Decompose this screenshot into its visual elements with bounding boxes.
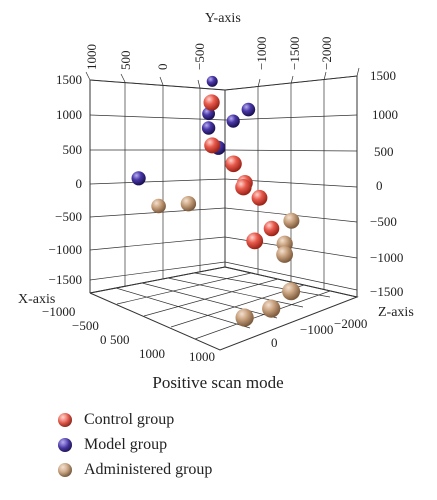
- svg-text:−500: −500: [55, 209, 82, 224]
- chart-caption: Positive scan mode: [152, 373, 283, 392]
- y-tick-label: 1000: [84, 44, 99, 70]
- z-axis-ticks: −1000 −2000: [300, 316, 367, 337]
- svg-text:−1500: −1500: [49, 272, 82, 287]
- floor-front-ticks: 1000 0: [189, 335, 278, 364]
- svg-text:1000: 1000: [372, 107, 398, 122]
- left-vertical-ticks: 1500 1000 500 0 −500 −1000 −1500: [49, 72, 82, 287]
- data-point-model-6: [131, 171, 146, 186]
- svg-text:1500: 1500: [370, 68, 396, 83]
- y-axis-title: Y-axis: [205, 11, 241, 26]
- z-axis-title: Z-axis: [378, 305, 414, 320]
- svg-text:1000: 1000: [139, 346, 165, 361]
- right-vertical-ticks: 1500 1000 500 0 −500 −1000 −1500: [370, 68, 403, 299]
- svg-text:0: 0: [76, 176, 83, 191]
- svg-text:−1500: −1500: [370, 284, 403, 299]
- model-group-swatch: [58, 437, 72, 452]
- legend-label: Administered group: [84, 460, 213, 478]
- svg-text:−1000: −1000: [370, 250, 403, 265]
- legend-label: Model group: [84, 435, 168, 453]
- svg-text:−2000: −2000: [334, 316, 367, 331]
- y-tick-label: −1000: [254, 37, 269, 70]
- svg-text:500: 500: [110, 332, 130, 347]
- data-point-administered-4: [283, 212, 300, 229]
- svg-text:−500: −500: [72, 318, 99, 333]
- data-point-control-7: [263, 220, 280, 237]
- legend-item-control: Control group: [58, 407, 212, 432]
- points-layer: [131, 75, 301, 327]
- cube-frame: [85, 67, 360, 351]
- x-axis-title: X-axis: [18, 292, 55, 307]
- data-point-administered-5: [282, 282, 301, 301]
- control-group-swatch: [58, 412, 72, 427]
- svg-text:−1000: −1000: [300, 322, 333, 337]
- legend-item-model: Model group: [58, 432, 212, 457]
- legend: Control group Model group Administered g…: [58, 407, 212, 482]
- data-point-administered-6: [235, 308, 254, 327]
- y-tick-label: −1500: [287, 37, 302, 70]
- data-point-model-1: [241, 102, 256, 117]
- data-point-control-5: [251, 189, 268, 206]
- svg-text:1500: 1500: [56, 72, 82, 87]
- y-tick-label: 0: [155, 64, 170, 71]
- top-tick-marks: [85, 67, 360, 89]
- svg-text:500: 500: [374, 144, 394, 159]
- svg-text:−500: −500: [370, 214, 397, 229]
- data-point-control-1: [204, 137, 221, 154]
- svg-text:500: 500: [63, 142, 83, 157]
- svg-text:−1000: −1000: [42, 304, 75, 319]
- administered-group-swatch: [58, 462, 72, 477]
- y-tick-label: −500: [192, 43, 207, 70]
- data-point-control-3: [235, 179, 252, 196]
- legend-item-administered: Administered group: [58, 457, 212, 482]
- scatter-3d-chart: 1000 500 0 −500 −1000 −1500 −2000 Y-axis…: [18, 11, 414, 392]
- svg-text:0: 0: [376, 178, 383, 193]
- y-tick-label: 500: [118, 51, 133, 71]
- data-point-administered-3: [276, 246, 293, 263]
- data-point-administered-7: [262, 299, 281, 318]
- svg-text:−1000: −1000: [49, 242, 82, 257]
- legend-label: Control group: [84, 410, 175, 428]
- x-axis-ticks: −1000 −500 0 500 1000: [42, 304, 165, 361]
- svg-text:0: 0: [271, 335, 278, 350]
- y-tick-label: −2000: [319, 37, 334, 70]
- svg-text:1000: 1000: [189, 349, 215, 364]
- data-point-model-0: [206, 75, 218, 87]
- data-point-model-3: [226, 114, 240, 128]
- data-point-administered-0: [151, 198, 166, 214]
- svg-text:1000: 1000: [56, 107, 82, 122]
- floor-grid: [115, 272, 331, 340]
- data-point-control-0: [203, 94, 220, 111]
- data-point-model-4: [201, 121, 216, 135]
- data-point-control-2: [225, 155, 242, 173]
- svg-text:0: 0: [100, 332, 107, 347]
- data-point-control-6: [246, 232, 264, 250]
- data-point-administered-1: [180, 196, 197, 212]
- y-axis-top-ticks: 1000 500 0 −500 −1000 −1500 −2000: [84, 37, 334, 70]
